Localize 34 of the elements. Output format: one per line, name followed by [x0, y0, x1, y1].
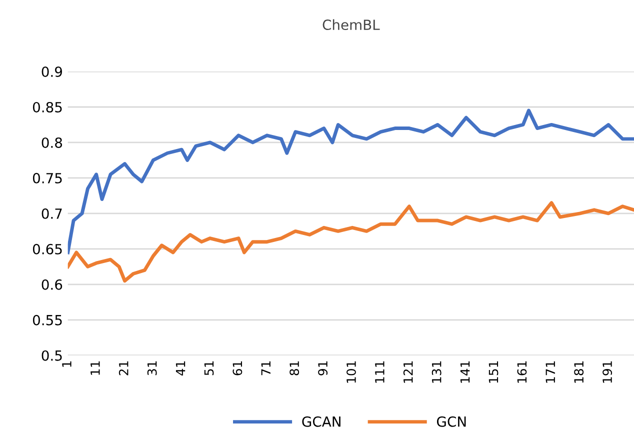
chart-title: ChemBL	[322, 19, 380, 30]
y-tick-label: 0.9	[42, 66, 62, 77]
x-tick-label: 161	[517, 361, 527, 383]
x-tick-label: 101	[346, 361, 356, 383]
y-tick-label: 0.65	[32, 244, 62, 254]
y-tick-label: 0.85	[32, 102, 62, 112]
y-tick-label: 0.55	[32, 314, 62, 326]
y-tick-label: 0.5	[42, 350, 62, 361]
x-tick-label: 41	[176, 361, 186, 376]
x-tick-label: 181	[574, 361, 584, 383]
x-tick-label: 21	[118, 361, 128, 376]
line-series	[68, 201, 634, 283]
x-tick-label: 1	[62, 361, 72, 367]
legend-label: GCAN	[302, 416, 340, 427]
x-tick-label: 171	[546, 361, 555, 383]
x-tick-label: 51	[204, 361, 214, 376]
x-tick-label: 31	[147, 361, 157, 376]
x-tick-label: 71	[261, 361, 270, 376]
x-tick-label: 91	[318, 361, 328, 376]
x-tick-label: 81	[290, 361, 300, 376]
y-tick-label: 0.75	[32, 172, 62, 184]
x-tick-label: 121	[403, 361, 413, 383]
legend-label: GCN	[437, 416, 466, 427]
y-tick-label: 0.7	[42, 208, 62, 219]
line-series	[68, 108, 634, 254]
x-tick-label: 151	[488, 361, 498, 383]
y-tick-label: 0.8	[42, 137, 62, 148]
x-tick-label: 11	[90, 361, 100, 375]
x-tick-label: 141	[460, 361, 470, 383]
x-tick-label: 61	[232, 361, 242, 376]
x-tick-label: 111	[375, 361, 384, 383]
x-tick-label: 131	[432, 361, 442, 383]
y-tick-label: 0.6	[42, 279, 62, 290]
x-tick-label: 191	[602, 361, 612, 383]
